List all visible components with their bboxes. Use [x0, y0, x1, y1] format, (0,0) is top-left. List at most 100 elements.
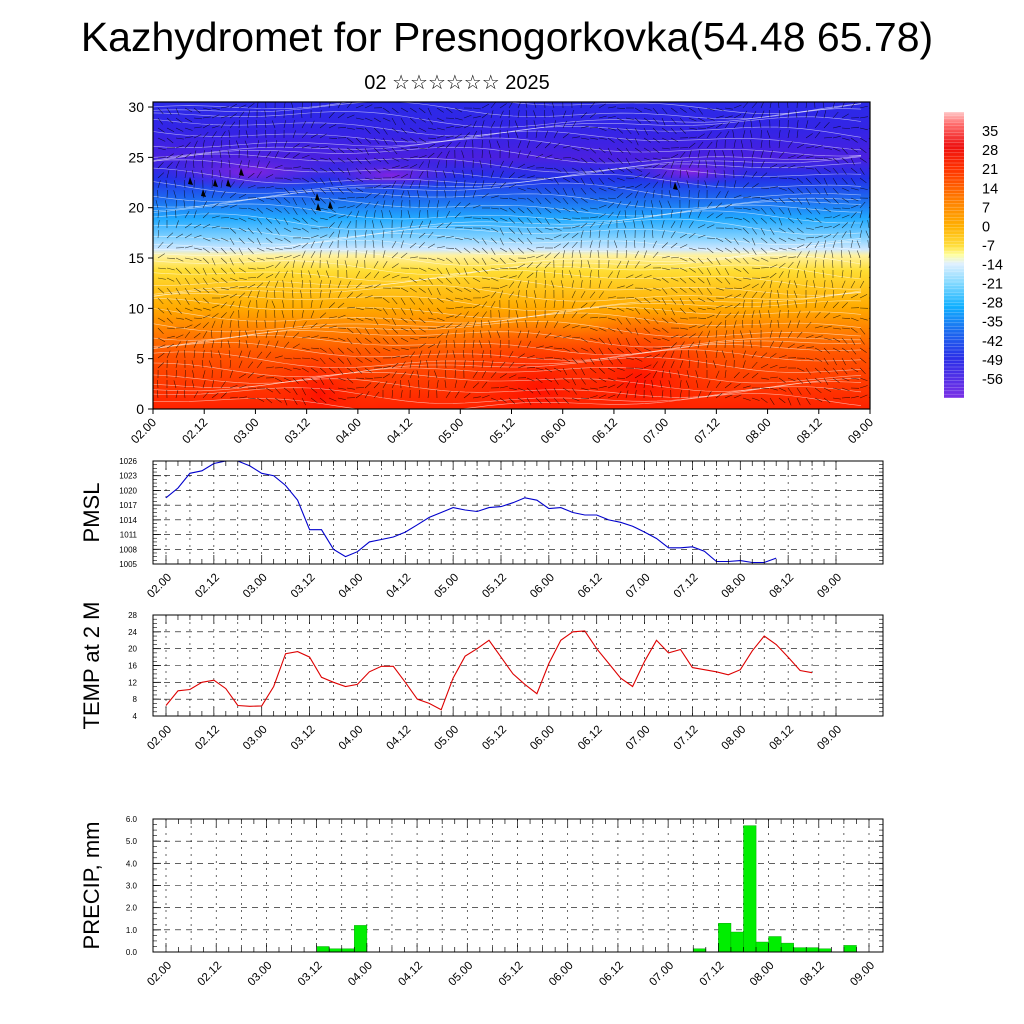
wind-barb — [157, 180, 161, 189]
wind-barb — [814, 387, 822, 394]
wind-barb — [562, 132, 570, 139]
wind-barb — [166, 335, 175, 339]
wind-barb — [490, 227, 499, 232]
x-tick-label: 08.00 — [720, 572, 749, 601]
wind-barb — [760, 387, 770, 389]
wind-barb — [256, 237, 261, 246]
wind-barb — [309, 280, 312, 289]
wind-barb — [751, 351, 757, 359]
wind-barb — [238, 111, 245, 119]
wind-barb — [742, 319, 744, 329]
x-tick-label: 04.12 — [396, 960, 425, 989]
wind-barb — [722, 150, 726, 159]
wind-barb — [166, 232, 174, 239]
wind-barb — [553, 217, 561, 224]
wind-barb — [409, 230, 413, 239]
wind-barb — [220, 159, 222, 169]
wind-barb — [247, 397, 256, 400]
wind-barb — [319, 347, 327, 353]
wind-barb — [769, 387, 778, 391]
wind-barb — [831, 250, 834, 259]
wind-barb — [490, 207, 499, 210]
wind-barb — [427, 127, 436, 130]
wind-barb — [445, 222, 452, 229]
wind-barb — [157, 253, 165, 259]
wind-barb — [697, 234, 706, 239]
wind-barb — [490, 120, 496, 129]
wind-barb — [553, 347, 563, 349]
colorbar-label: 0 — [982, 219, 990, 235]
wind-barb — [715, 267, 721, 275]
wind-barb — [679, 127, 686, 134]
wind-barb — [498, 310, 501, 319]
wind-barb — [598, 177, 605, 185]
precip-bar — [768, 936, 782, 953]
wind-barb — [481, 120, 485, 129]
wind-barb — [760, 237, 768, 244]
wind-barb — [238, 360, 243, 369]
wind-barb — [769, 247, 778, 252]
wind-barb — [184, 331, 191, 339]
wind-barb — [571, 187, 576, 196]
wind-barb — [301, 336, 310, 339]
wind-barb — [355, 307, 364, 310]
wind-barb — [292, 332, 300, 339]
wind-barb — [697, 170, 700, 179]
wind-barb — [391, 117, 397, 126]
wind-barb — [544, 377, 553, 383]
isotherm-line — [153, 349, 862, 369]
wind-barb — [706, 297, 715, 303]
wind-barb — [245, 130, 249, 139]
wind-barb — [462, 160, 465, 169]
wind-barb — [751, 197, 761, 199]
wind-barb — [407, 190, 411, 199]
wind-barb — [850, 212, 857, 219]
wind-barb — [742, 385, 751, 389]
wind-barb — [292, 187, 299, 195]
wind-barb — [499, 120, 503, 129]
wind-barb — [319, 377, 325, 386]
wind-barb — [445, 277, 452, 284]
wind-barb — [228, 130, 231, 139]
wind-barb — [381, 210, 384, 219]
wind-barb — [355, 282, 363, 289]
wind-barb — [256, 340, 260, 349]
wind-barb — [319, 290, 322, 299]
wind-barb — [283, 341, 290, 349]
wind-barb — [238, 160, 243, 169]
wind-barb — [841, 397, 851, 399]
wind-barb — [751, 397, 760, 401]
wind-barb — [814, 325, 823, 329]
wind-barb — [454, 267, 461, 275]
wind-barb — [814, 207, 821, 215]
wind-barb — [508, 374, 517, 379]
wind-barb — [463, 140, 467, 149]
wind-barb — [823, 347, 830, 354]
wind-barb — [173, 380, 177, 389]
wind-barb — [229, 257, 234, 266]
wind-barb — [679, 220, 683, 229]
wind-barb — [452, 170, 456, 179]
wind-barb — [859, 377, 868, 381]
wind-barb — [355, 347, 361, 355]
wind-barb — [553, 130, 559, 139]
wind-barb — [418, 307, 425, 315]
wind-barb — [607, 307, 616, 311]
wind-barb — [355, 187, 364, 192]
wind-barb — [598, 337, 605, 344]
wind-barb — [715, 305, 724, 309]
wind-barb — [508, 281, 515, 289]
x-tick-label: 03.00 — [241, 724, 270, 753]
wind-barb — [580, 157, 588, 164]
wind-barb — [823, 137, 833, 139]
wind-barb — [796, 260, 801, 269]
wind-barb — [463, 237, 472, 240]
wind-barb — [220, 205, 229, 209]
wind-barb — [778, 207, 785, 215]
wind-barb — [499, 320, 502, 329]
wind-barb — [697, 267, 704, 275]
wind-barb — [643, 250, 647, 259]
wind-barb — [373, 192, 381, 199]
wind-barb — [598, 357, 603, 366]
wind-barb — [247, 207, 256, 211]
